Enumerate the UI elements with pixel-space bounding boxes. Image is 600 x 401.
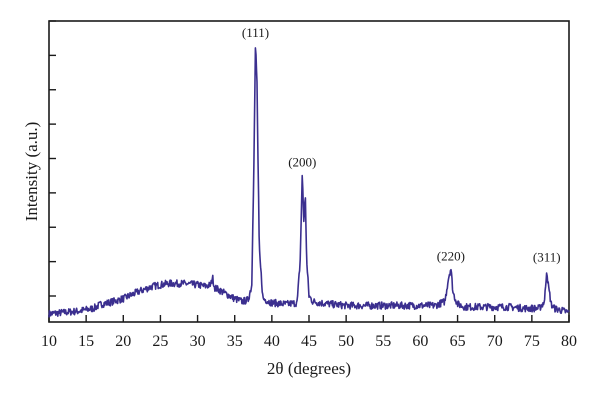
x-axis-title: 2θ (degrees)	[267, 359, 351, 378]
x-tick-label: 15	[78, 333, 94, 350]
plot-frame	[48, 20, 570, 323]
x-tick-label: 20	[115, 333, 131, 350]
x-tick-label: 75	[524, 333, 540, 350]
x-tick-label: 50	[338, 333, 354, 350]
series-line-0	[48, 47, 570, 318]
peak-annotations: (111) (200) (220) (311)	[242, 25, 561, 265]
y-axis-ticks	[49, 20, 56, 297]
x-tick-label: 65	[450, 333, 466, 350]
x-tick-label: 70	[487, 333, 503, 350]
x-tick-label: 40	[264, 333, 280, 350]
peak-label: (200)	[288, 154, 316, 169]
x-axis-tick-labels: 10 15 20 25 30 35 40 45 50 55 60 65 70 75 80	[41, 333, 577, 350]
peak-label: (311)	[533, 250, 561, 265]
y-axis-title: Intensity (a.u.)	[22, 122, 41, 222]
x-tick-label: 30	[190, 333, 206, 350]
x-tick-label: 55	[375, 333, 391, 350]
x-tick-label: 35	[227, 333, 243, 350]
x-tick-label: 45	[301, 333, 317, 350]
peak-label: (111)	[242, 25, 269, 40]
series-group	[48, 47, 570, 318]
x-tick-label: 60	[412, 333, 428, 350]
x-tick-label: 80	[561, 333, 577, 350]
x-axis-ticks	[48, 315, 570, 322]
plot-border	[48, 20, 570, 323]
x-tick-label: 25	[152, 333, 168, 350]
peak-label: (220)	[437, 248, 465, 263]
x-tick-label: 10	[41, 333, 57, 350]
